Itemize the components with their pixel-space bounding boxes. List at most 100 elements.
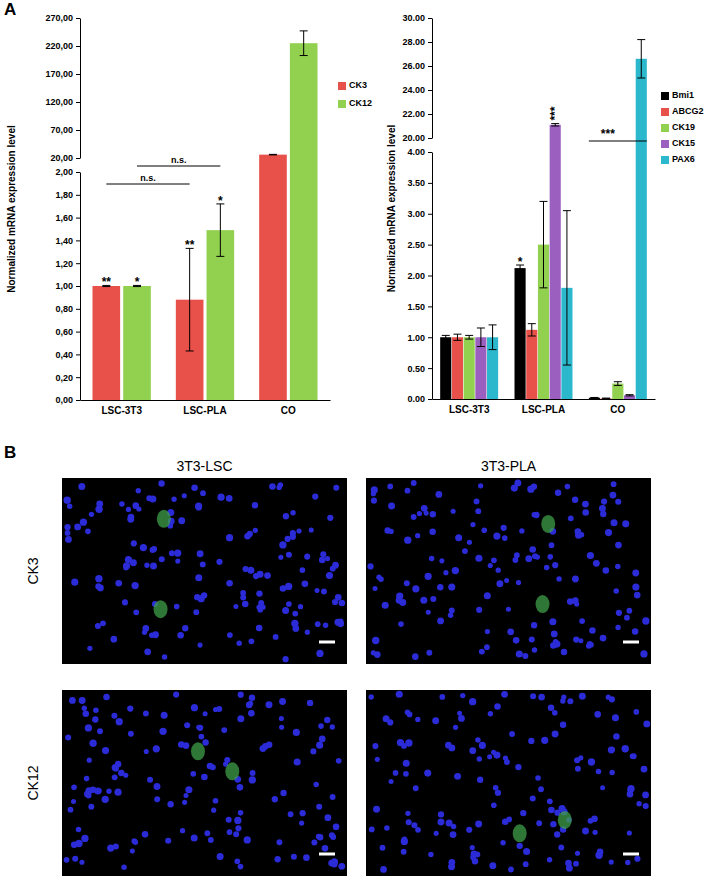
y-tick: 22.00 <box>402 109 432 119</box>
nucleus <box>389 779 394 784</box>
y-tick: 1.00 <box>407 333 432 343</box>
nucleus <box>338 863 345 870</box>
nucleus <box>182 800 187 805</box>
nucleus <box>197 643 202 648</box>
nucleus <box>273 634 279 640</box>
nucleus <box>161 712 168 719</box>
nucleus <box>300 810 306 816</box>
nucleus <box>121 864 126 869</box>
nucleus <box>411 480 417 486</box>
nucleus <box>233 831 239 837</box>
nucleus <box>278 555 283 560</box>
x-tick-label: LSC-3T3 <box>449 404 490 415</box>
nucleus <box>544 565 550 571</box>
error-bar <box>186 248 194 351</box>
nucleus <box>634 709 640 715</box>
error-bar <box>563 211 571 365</box>
y-tick-mark <box>76 240 80 241</box>
nucleus <box>457 711 462 716</box>
error-bar <box>551 124 559 126</box>
y-tick-label: 0,60 <box>55 327 73 337</box>
nucleus <box>216 559 222 565</box>
nucleus <box>415 717 420 722</box>
y-tick-mark <box>76 195 80 196</box>
nucleus <box>573 636 579 642</box>
nucleus <box>561 649 568 656</box>
nucleus <box>575 851 580 856</box>
nucleus <box>627 830 632 835</box>
nucleus <box>159 556 165 562</box>
nucleus <box>588 818 594 824</box>
nucleus <box>523 861 529 867</box>
nucleus <box>567 598 574 605</box>
nucleus <box>508 867 514 873</box>
y-tick-label: 0.00 <box>407 394 425 404</box>
error-bar <box>300 31 308 56</box>
nucleus <box>487 754 492 759</box>
nucleus <box>116 718 123 725</box>
nucleus <box>162 654 168 660</box>
nucleus <box>319 557 326 564</box>
nucleus <box>373 586 378 591</box>
nucleus <box>191 834 198 841</box>
nucleus <box>227 829 233 835</box>
nucleus <box>439 558 444 563</box>
nucleus <box>376 575 381 580</box>
bar <box>526 330 537 399</box>
nucleus <box>71 784 77 790</box>
nucleus <box>435 491 442 498</box>
image-row-title: CK12 <box>25 765 41 800</box>
bracket <box>137 166 220 167</box>
nucleus <box>547 554 553 560</box>
nucleus <box>133 609 139 615</box>
bar <box>612 384 623 399</box>
nucleus <box>582 509 589 516</box>
nucleus <box>572 576 579 583</box>
legend-label: PAX6 <box>672 154 695 164</box>
micrograph-background <box>62 690 347 876</box>
nucleus <box>467 540 472 545</box>
y-tick: 70,00 <box>50 125 80 135</box>
nucleus <box>466 827 472 833</box>
y-tick: 0,80 <box>55 304 80 314</box>
nucleus <box>307 700 313 706</box>
nucleus <box>291 854 297 860</box>
error-bar <box>637 40 645 78</box>
nucleus <box>217 853 224 860</box>
nucleus <box>525 555 532 562</box>
nucleus <box>171 497 176 502</box>
scale-bar <box>623 853 639 856</box>
figure: 0,000,200,400,600,801,001,201,401,601,80… <box>0 0 709 878</box>
image-row-title: CK3 <box>25 557 41 584</box>
nucleus <box>643 803 649 809</box>
nucleus <box>85 529 91 535</box>
nucleus <box>412 653 419 660</box>
nucleus <box>552 730 559 737</box>
nucleus <box>82 706 87 711</box>
nucleus <box>334 619 341 626</box>
y-tick: 4.00 <box>407 147 432 157</box>
nucleus <box>279 541 286 548</box>
y-tick-mark <box>76 332 80 333</box>
nucleus <box>253 573 259 579</box>
y-axis-line <box>80 173 81 401</box>
micrograph-background <box>366 478 651 664</box>
bar <box>123 286 151 400</box>
nucleus <box>123 565 129 571</box>
nucleus <box>529 546 536 553</box>
nucleus <box>142 630 147 635</box>
nucleus <box>371 486 378 493</box>
nucleus <box>484 592 491 599</box>
nucleus <box>95 575 102 582</box>
nucleus <box>88 804 94 810</box>
nucleus <box>310 748 316 754</box>
nucleus <box>550 642 556 648</box>
nucleus <box>462 548 468 554</box>
nucleus <box>448 863 455 870</box>
nucleus <box>478 483 483 488</box>
y-tick: 30.00 <box>402 13 432 23</box>
nucleus <box>180 828 185 833</box>
nucleus <box>304 554 310 560</box>
y-tick: 24.00 <box>402 85 432 95</box>
y-axis-line <box>432 19 433 139</box>
